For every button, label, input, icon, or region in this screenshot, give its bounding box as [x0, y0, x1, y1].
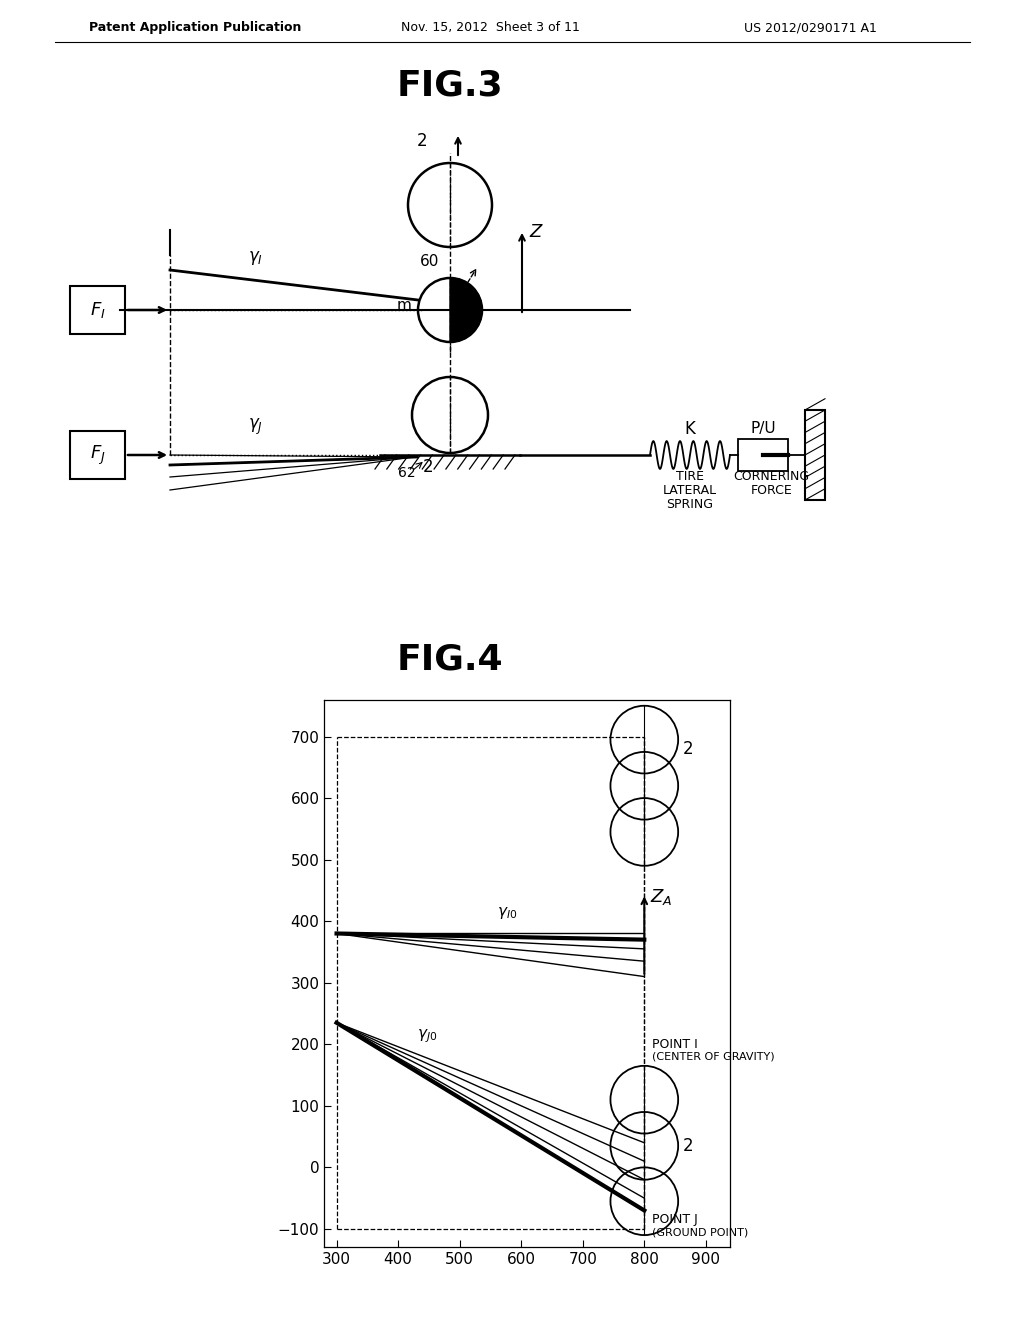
Text: LATERAL: LATERAL	[663, 484, 717, 498]
Text: CORNERING: CORNERING	[733, 470, 810, 483]
Text: $\gamma_I$: $\gamma_I$	[248, 249, 262, 267]
Text: POINT I: POINT I	[651, 1038, 697, 1051]
Text: $Z_A$: $Z_A$	[650, 887, 673, 907]
Polygon shape	[450, 279, 482, 342]
Text: 2: 2	[682, 1137, 693, 1155]
Text: $\gamma_{J0}$: $\gamma_{J0}$	[417, 1027, 437, 1045]
Text: P/U: P/U	[751, 421, 776, 437]
Text: FIG.4: FIG.4	[396, 643, 504, 677]
Text: (GROUND POINT): (GROUND POINT)	[651, 1228, 748, 1237]
Text: US 2012/0290171 A1: US 2012/0290171 A1	[743, 21, 877, 34]
Text: $\gamma_{I0}$: $\gamma_{I0}$	[497, 906, 517, 921]
Text: m: m	[396, 297, 412, 313]
Text: SPRING: SPRING	[667, 499, 714, 511]
Text: 60: 60	[420, 255, 439, 269]
FancyBboxPatch shape	[70, 432, 125, 479]
Text: TIRE: TIRE	[676, 470, 705, 483]
Text: 62: 62	[398, 466, 416, 480]
Text: Nov. 15, 2012  Sheet 3 of 11: Nov. 15, 2012 Sheet 3 of 11	[400, 21, 580, 34]
Text: FORCE: FORCE	[751, 484, 793, 498]
Bar	[738, 440, 788, 471]
FancyBboxPatch shape	[70, 286, 125, 334]
Text: $F_J$: $F_J$	[90, 444, 105, 466]
Text: Z: Z	[529, 223, 542, 242]
Text: POINT J: POINT J	[651, 1213, 697, 1226]
Text: K: K	[685, 420, 695, 438]
Text: Patent Application Publication: Patent Application Publication	[89, 21, 301, 34]
Text: 2: 2	[417, 132, 427, 150]
Text: 2: 2	[682, 739, 693, 758]
Bar	[805, 411, 825, 500]
Text: $\gamma_J$: $\gamma_J$	[248, 417, 262, 437]
Text: (CENTER OF GRAVITY): (CENTER OF GRAVITY)	[651, 1052, 774, 1061]
Text: 2: 2	[423, 458, 433, 477]
Text: FIG.3: FIG.3	[396, 69, 504, 102]
Text: $F_I$: $F_I$	[90, 300, 105, 319]
